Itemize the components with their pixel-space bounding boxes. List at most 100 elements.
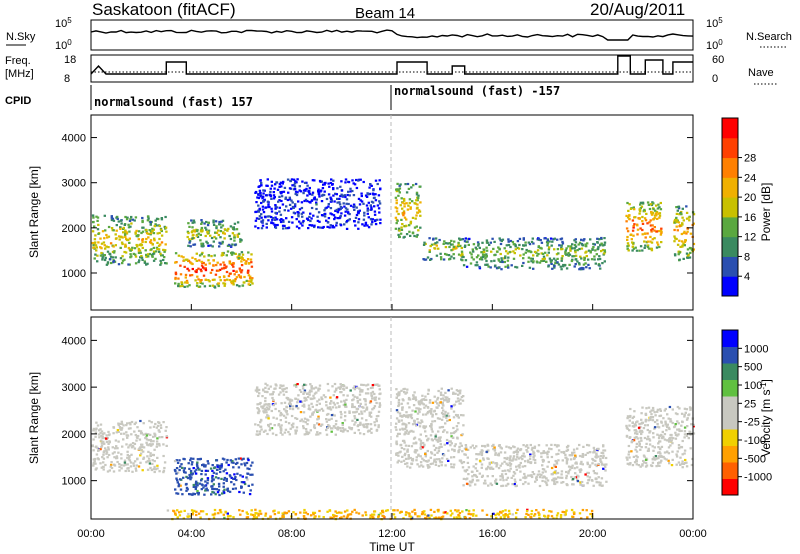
echo-cell xyxy=(547,514,550,517)
echo-cell xyxy=(589,451,592,454)
echo-cell xyxy=(122,231,125,234)
echo-cell xyxy=(122,438,125,441)
echo-cell xyxy=(425,435,428,438)
echo-cell xyxy=(251,277,254,280)
echo-cell xyxy=(226,250,230,253)
echo-cell xyxy=(371,218,374,221)
echo-cell xyxy=(246,258,250,261)
echo-cell xyxy=(447,415,451,418)
echo-cell xyxy=(641,215,644,219)
echo-cell xyxy=(211,469,214,472)
echo-cell xyxy=(473,447,476,450)
echo-cell xyxy=(304,428,308,431)
echo-cell xyxy=(185,489,188,492)
echo-cell xyxy=(638,422,641,426)
echo-cell xyxy=(491,237,494,240)
echo-cell xyxy=(507,509,511,512)
echo-cell xyxy=(436,398,439,401)
echo-cell xyxy=(177,483,181,486)
echo-cell xyxy=(595,472,599,475)
echo-cell xyxy=(414,410,417,413)
echo-cell xyxy=(628,424,631,427)
echo-cell xyxy=(271,392,274,395)
echo-cell xyxy=(659,201,662,205)
echo-cell xyxy=(687,216,691,219)
echo-cell xyxy=(177,277,180,280)
echo-cell xyxy=(581,508,585,512)
echo-cell xyxy=(395,440,398,443)
echo-cell xyxy=(207,221,210,224)
echo-cell xyxy=(542,255,546,258)
echo-cell xyxy=(646,201,650,204)
echo-cell xyxy=(632,206,635,209)
echo-cell xyxy=(406,465,409,468)
echo-cell xyxy=(528,243,532,246)
echo-cell xyxy=(599,267,602,270)
echo-cell xyxy=(450,239,453,242)
echo-cell xyxy=(176,479,179,482)
echo-cell xyxy=(452,247,455,250)
echo-cell xyxy=(644,461,648,464)
echo-cell xyxy=(592,484,595,487)
echo-cell xyxy=(174,282,177,285)
echo-cell xyxy=(579,481,582,484)
echo-cell xyxy=(453,445,456,448)
echo-cell xyxy=(158,470,161,473)
echo-cell xyxy=(146,468,150,471)
echo-cell xyxy=(439,439,442,443)
echo-cell xyxy=(219,470,222,474)
echo-cell xyxy=(636,437,639,440)
echo-cell xyxy=(211,464,214,467)
echo-cell xyxy=(447,254,451,257)
echo-cell xyxy=(365,419,368,422)
echo-cell xyxy=(296,398,300,401)
echo-cell xyxy=(198,482,202,485)
echo-cell xyxy=(207,259,210,262)
echo-cell xyxy=(135,234,138,238)
echo-cell xyxy=(94,431,98,434)
echo-cell xyxy=(326,426,329,429)
echo-cell xyxy=(284,428,288,431)
echo-cell xyxy=(436,440,440,443)
echo-cell xyxy=(259,195,262,198)
echo-cell xyxy=(395,417,399,420)
echo-cell xyxy=(353,183,357,186)
echo-cell xyxy=(339,383,342,386)
echo-cell xyxy=(502,479,505,482)
echo-cell xyxy=(681,453,684,456)
echo-cell xyxy=(590,258,594,261)
echo-cell xyxy=(429,462,432,466)
echo-cell xyxy=(304,198,308,201)
echo-cell xyxy=(225,461,228,464)
echo-cell xyxy=(445,253,448,256)
echo-cell xyxy=(476,469,479,472)
echo-cell xyxy=(395,188,398,191)
power-ytick-2: 3000 xyxy=(62,178,86,190)
echo-cell xyxy=(351,394,355,397)
echo-cell xyxy=(635,435,638,439)
echo-cell xyxy=(578,454,582,458)
echo-cell xyxy=(93,257,96,260)
echo-cell xyxy=(336,428,340,431)
echo-cell xyxy=(92,429,95,432)
echo-cell xyxy=(685,461,688,464)
echo-cell xyxy=(504,472,508,476)
echo-cell xyxy=(278,183,282,186)
echo-cell xyxy=(330,213,334,216)
echo-cell xyxy=(635,454,638,457)
echo-cell xyxy=(685,232,688,235)
echo-cell xyxy=(433,420,437,423)
power-colorbar-tick-5: 24 xyxy=(744,172,756,184)
echo-cell xyxy=(688,413,691,416)
echo-cell xyxy=(657,462,660,465)
echo-cell xyxy=(522,257,525,260)
echo-cell xyxy=(217,512,220,515)
echo-cell xyxy=(368,401,372,404)
echo-cell xyxy=(397,394,400,397)
echo-cell xyxy=(272,416,275,419)
echo-cell xyxy=(127,263,130,266)
echo-cell xyxy=(307,227,310,230)
echo-cell xyxy=(678,239,681,242)
echo-cell xyxy=(417,229,420,232)
echo-cell xyxy=(658,464,661,467)
